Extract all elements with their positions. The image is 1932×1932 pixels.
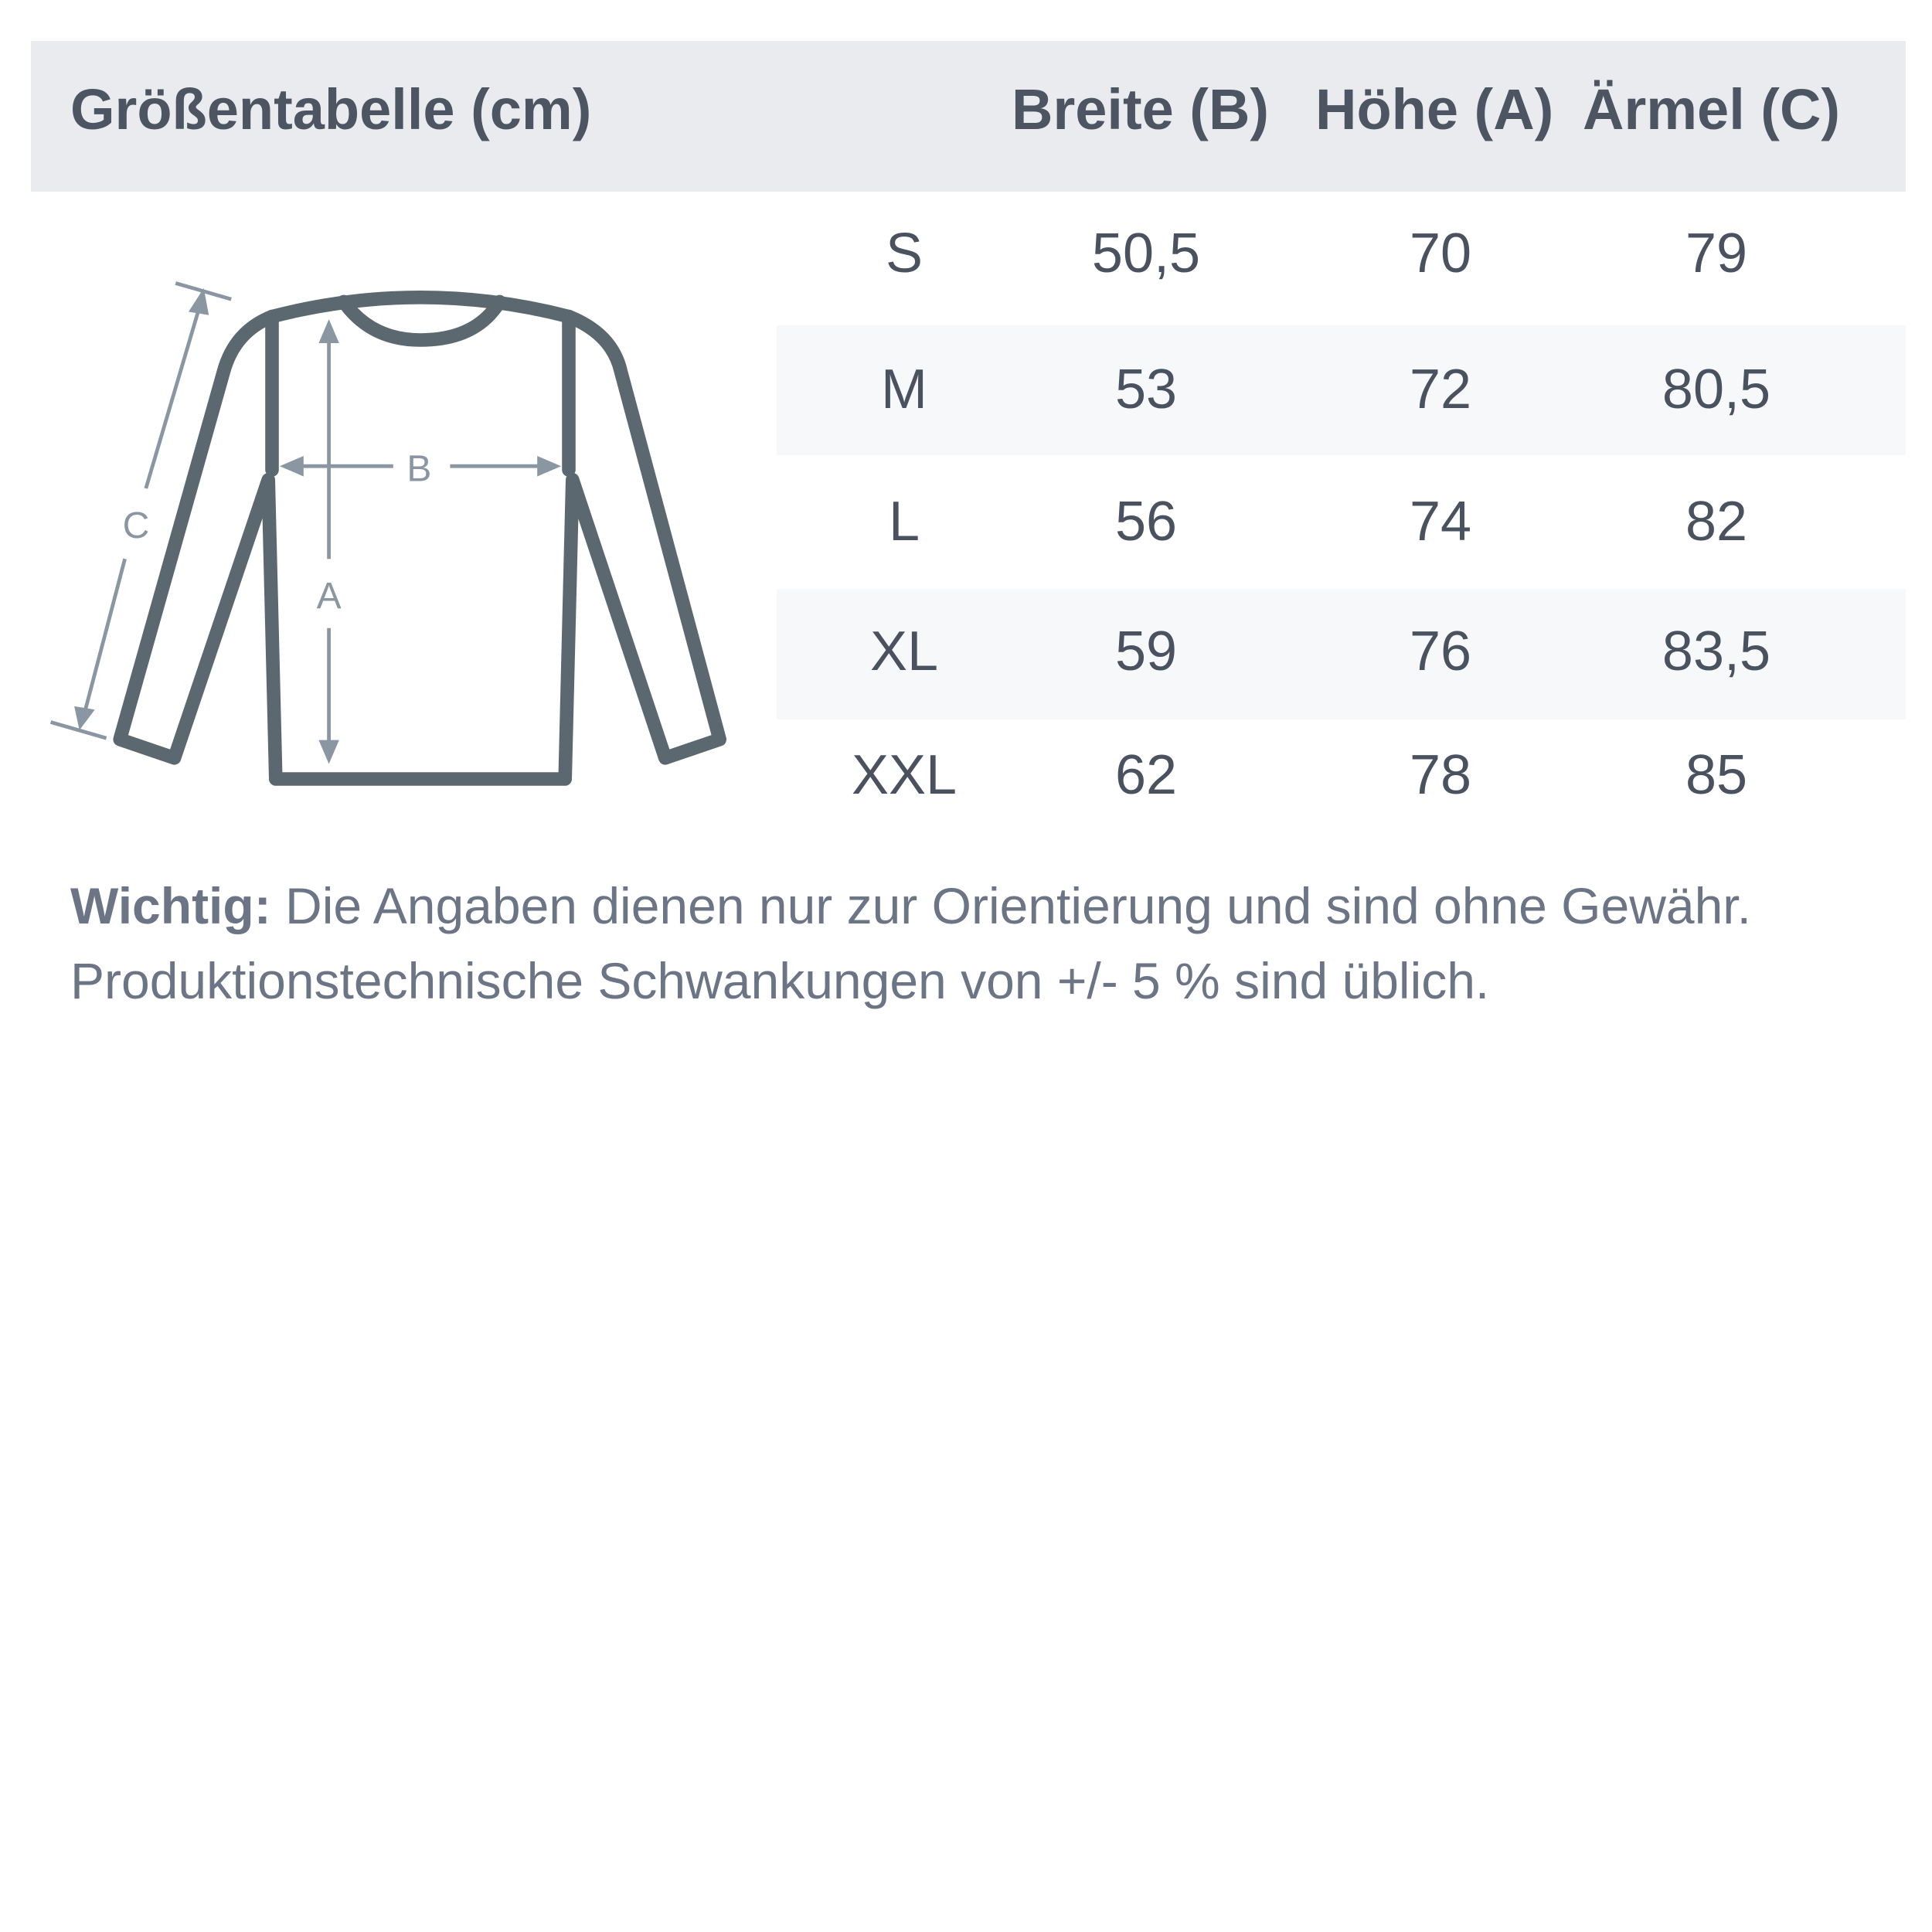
size-cell: L <box>888 491 920 553</box>
breite-cell: 59 <box>1114 621 1178 682</box>
note-line-1: Wichtig: Die Angaben dienen nur zur Orie… <box>70 880 1751 931</box>
size-cell: XL <box>869 621 939 682</box>
size-cell: M <box>881 359 927 420</box>
aermel-cell: 85 <box>1685 744 1748 806</box>
note-label: Wichtig: <box>70 877 271 934</box>
breite-cell: 56 <box>1114 491 1178 553</box>
breite-cell: 62 <box>1114 744 1178 806</box>
label-b: B <box>406 448 431 489</box>
row-stripe <box>777 325 1906 455</box>
hoehe-cell: 70 <box>1409 223 1472 284</box>
aermel-cell: 79 <box>1685 223 1748 284</box>
table-header <box>31 41 1906 192</box>
label-a: A <box>317 576 342 617</box>
size-cell: XXL <box>851 744 957 806</box>
table-title: Größentabelle (cm) <box>70 77 592 141</box>
label-c: C <box>123 505 150 546</box>
aermel-cell: 83,5 <box>1662 621 1771 682</box>
measure-arrows <box>49 281 562 764</box>
hoehe-cell: 78 <box>1409 744 1472 806</box>
row-stripe <box>777 589 1906 719</box>
size-cell: S <box>885 223 923 284</box>
column-header-aermel: Ärmel (C) <box>1583 77 1841 141</box>
hoehe-cell: 74 <box>1409 491 1472 553</box>
note-text-1: Die Angaben dienen nur zur Orientierung … <box>270 877 1751 934</box>
aermel-cell: 82 <box>1685 491 1748 553</box>
sweater-outline <box>113 291 726 786</box>
hoehe-cell: 76 <box>1409 621 1472 682</box>
column-header-hoehe: Höhe (A) <box>1315 77 1554 141</box>
hoehe-cell: 72 <box>1409 359 1472 420</box>
column-header-breite: Breite (B) <box>1012 77 1270 141</box>
note-line-2: Produktionstechnische Schwankungen von +… <box>70 952 1490 1009</box>
breite-cell: 53 <box>1114 359 1178 420</box>
aermel-cell: 80,5 <box>1662 359 1771 420</box>
breite-cell: 50,5 <box>1091 223 1201 284</box>
